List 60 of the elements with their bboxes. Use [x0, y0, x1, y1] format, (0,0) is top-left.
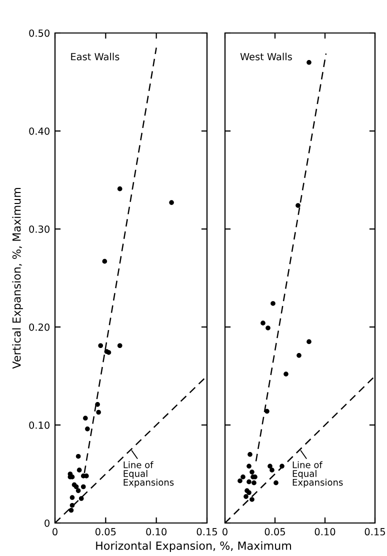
point: [248, 452, 252, 457]
y-tick-label: 0.50: [29, 29, 50, 37]
point: [80, 484, 86, 490]
annotation: Line of Equal Expansions: [124, 461, 174, 488]
point: [250, 497, 254, 502]
x-axis-title: Horizontal Expansion, %, Maximum: [96, 541, 292, 552]
point: [84, 474, 89, 478]
y-tick-label: 0.20: [29, 323, 50, 331]
point: [246, 464, 252, 469]
x-tick-label: 0.15: [364, 528, 385, 536]
point: [270, 301, 276, 306]
point: [95, 402, 100, 407]
point: [96, 410, 101, 415]
annotation: Line of Equal Expansions: [292, 461, 343, 488]
y-tick-label: 0.30: [29, 225, 50, 233]
y-tick-label: 0.10: [29, 421, 50, 429]
annotation: East Walls: [71, 52, 120, 60]
point: [240, 474, 246, 480]
point: [102, 258, 108, 264]
point: [76, 468, 82, 472]
point: [98, 343, 104, 348]
y-tick-label: 0.40: [29, 127, 50, 135]
point: [266, 326, 270, 330]
point: [244, 494, 248, 499]
point: [306, 339, 312, 344]
point: [250, 470, 254, 474]
x-tick-label: 0.05: [264, 528, 285, 536]
point: [117, 343, 122, 348]
y-tick-label: 0: [44, 519, 50, 527]
y-axis-title: Vertical Expansion, %, Maximum: [12, 188, 23, 369]
point: [85, 426, 90, 432]
point: [169, 200, 174, 205]
point: [70, 495, 75, 500]
point: [264, 408, 270, 414]
point: [76, 488, 81, 494]
x-tick-label: 0.10: [146, 528, 167, 536]
point: [117, 186, 122, 192]
x-tick-label: 0: [52, 528, 58, 536]
point: [246, 479, 252, 484]
point: [252, 480, 256, 486]
point: [82, 416, 88, 421]
point: [296, 203, 300, 208]
x-tick-label: 0.15: [196, 528, 217, 536]
point: [306, 60, 312, 65]
point: [238, 478, 242, 484]
point: [260, 320, 266, 326]
x-tick-label: 0.05: [95, 528, 116, 536]
point: [268, 464, 272, 469]
point: [284, 372, 288, 376]
annotation: West Walls: [240, 52, 292, 60]
point: [78, 496, 84, 501]
point: [270, 468, 274, 472]
point: [280, 464, 284, 469]
x-tick-label: 0: [222, 528, 228, 536]
point: [76, 454, 81, 459]
point: [68, 508, 74, 513]
point: [274, 480, 278, 486]
x-tick-label: 0.10: [314, 528, 336, 536]
point: [296, 353, 302, 358]
point: [70, 502, 75, 508]
